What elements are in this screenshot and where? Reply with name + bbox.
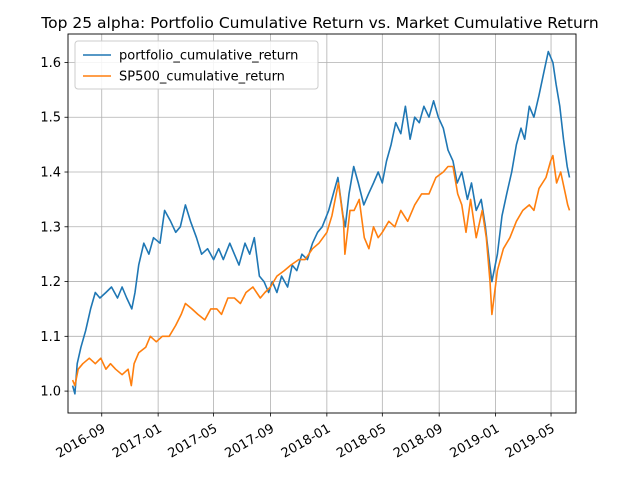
- grid-lines: [68, 34, 576, 413]
- series-layer: [71, 50, 571, 395]
- legend-label: SP500_cumulative_return: [119, 70, 285, 85]
- series-line-SP500-cumulative-return: [71, 154, 571, 387]
- y-tick-label: 1.6: [40, 56, 61, 71]
- plot-frame: [67, 33, 577, 414]
- y-tick-label: 1.5: [40, 111, 61, 126]
- y-axis: 1.0 1.1 1.2 1.3 1.4 1.5 1.6: [40, 56, 68, 400]
- legend-box: [74, 40, 319, 90]
- legend: portfolio_cumulative_return SP500_cumulat…: [74, 40, 319, 90]
- series-line-portfolio-cumulative-return: [71, 50, 571, 395]
- y-tick-label: 1.1: [40, 330, 61, 345]
- y-tick-label: 1.4: [40, 166, 61, 181]
- y-tick-label: 1.0: [40, 385, 61, 400]
- y-tick-label: 1.2: [40, 275, 61, 290]
- plot-area: [68, 34, 576, 413]
- chart-title: Top 25 alpha: Portfolio Cumulative Retur…: [40, 14, 598, 32]
- legend-label: portfolio_cumulative_return: [119, 49, 298, 64]
- y-tick-label: 1.3: [40, 220, 61, 235]
